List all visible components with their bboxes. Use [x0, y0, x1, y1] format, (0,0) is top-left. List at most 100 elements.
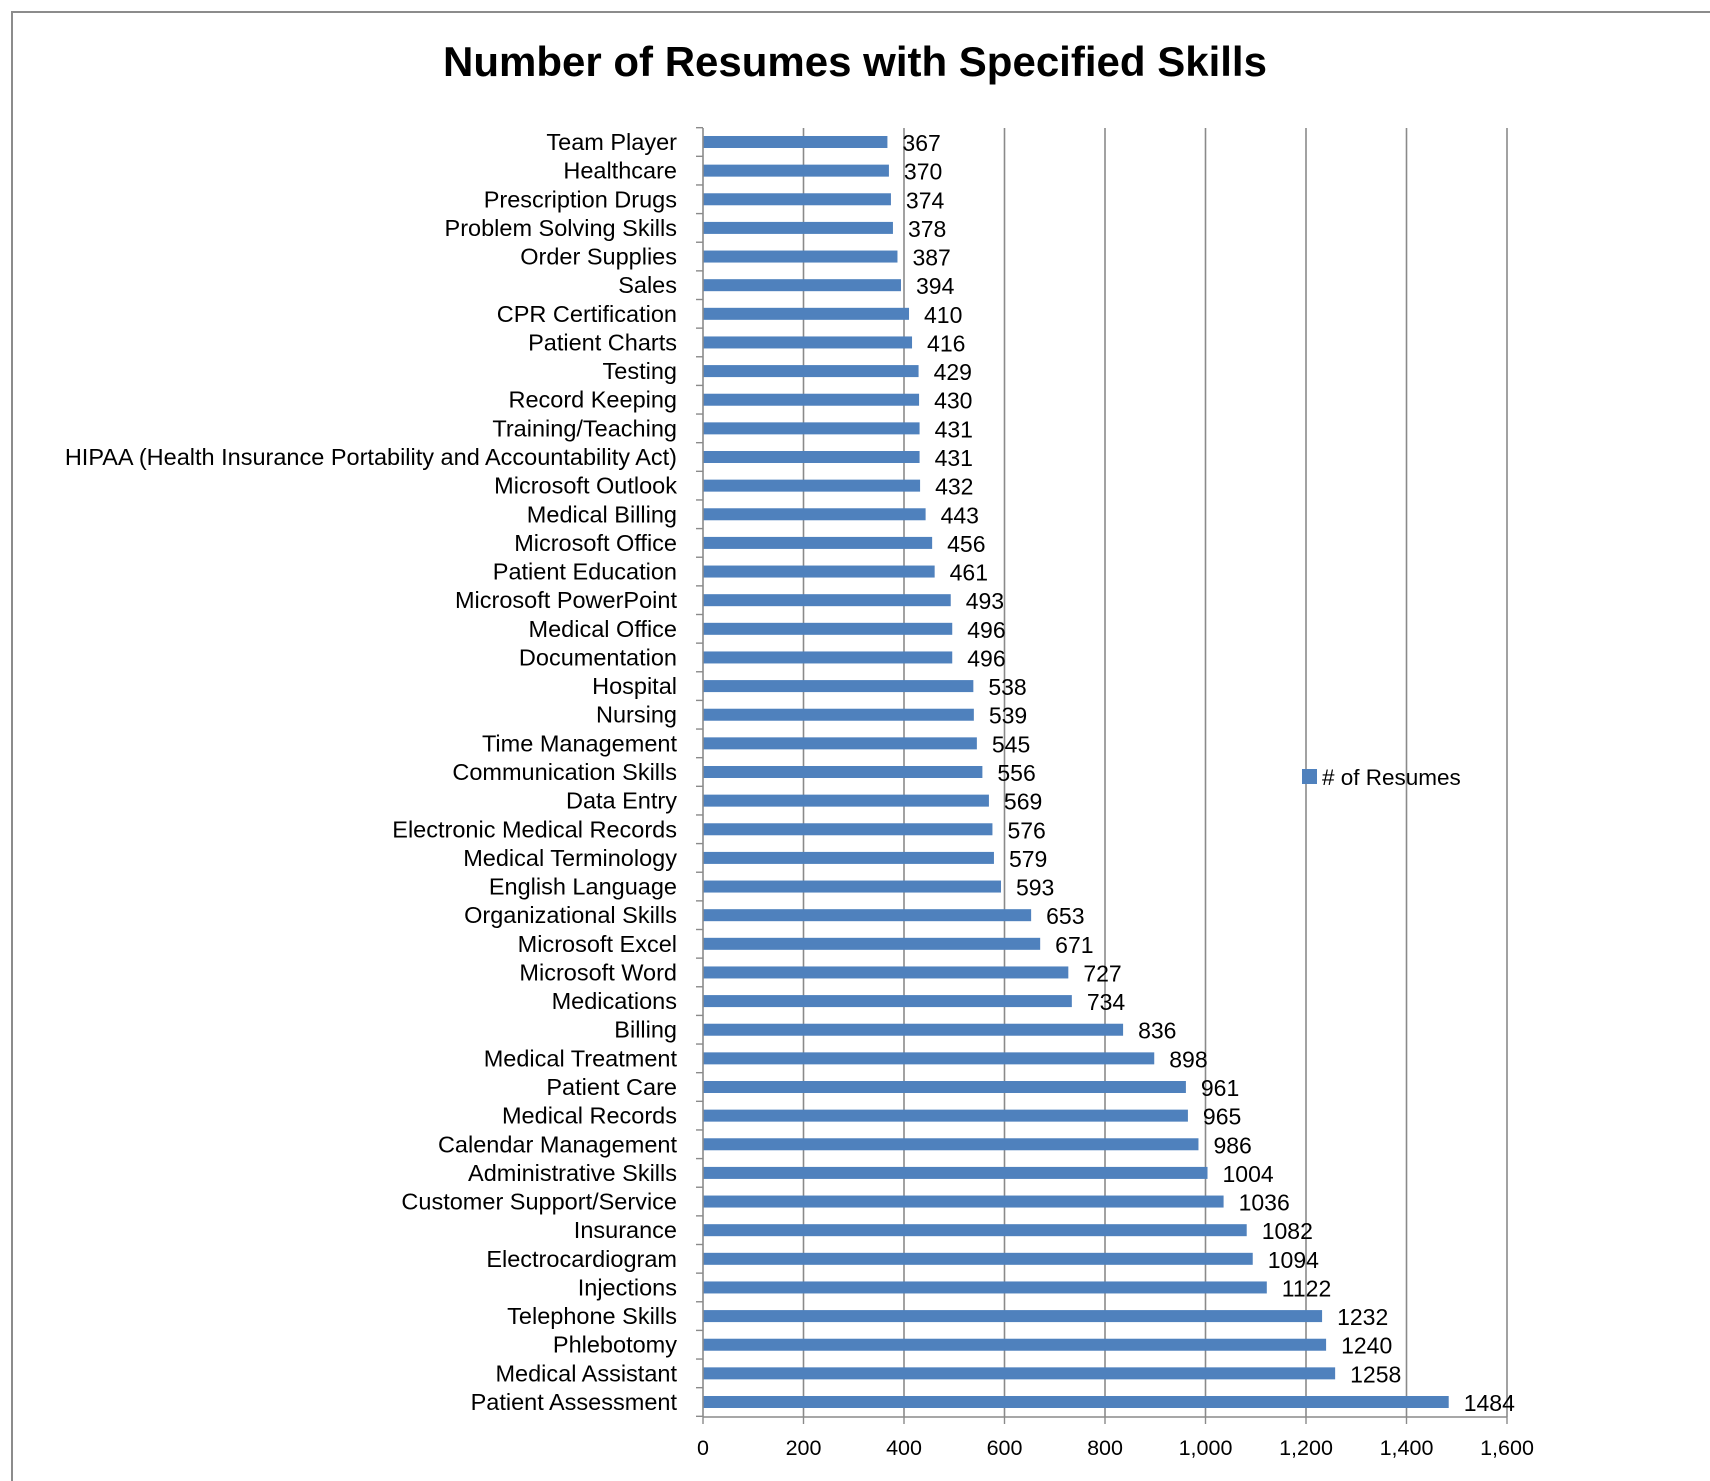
- data-label: 653: [1046, 903, 1084, 929]
- chart-title: Number of Resumes with Specified Skills: [443, 38, 1267, 85]
- category-label: Time Management: [482, 730, 678, 756]
- bar: [703, 1310, 1323, 1323]
- data-label: 431: [935, 445, 973, 471]
- category-label: Medications: [552, 988, 677, 1014]
- category-label: Billing: [614, 1017, 677, 1043]
- data-label: 671: [1055, 932, 1093, 958]
- x-tick-label: 400: [886, 1436, 922, 1459]
- data-label: 1004: [1223, 1161, 1274, 1187]
- bar: [703, 651, 953, 664]
- bar: [703, 1109, 1188, 1122]
- data-label: 367: [902, 130, 940, 156]
- bar: [703, 536, 933, 549]
- bar: [703, 1338, 1327, 1351]
- bar: [703, 937, 1041, 950]
- bar: [703, 794, 989, 807]
- category-label: Medical Office: [529, 616, 677, 642]
- data-label: 410: [924, 302, 962, 328]
- data-label: 456: [947, 531, 985, 557]
- data-label: 1232: [1337, 1304, 1388, 1330]
- bar: [703, 250, 898, 263]
- bar: [703, 365, 919, 378]
- category-label: Injections: [578, 1274, 677, 1300]
- bar: [703, 1195, 1224, 1208]
- bar: [703, 1081, 1186, 1093]
- data-label: 1094: [1268, 1247, 1319, 1273]
- data-label: 734: [1087, 989, 1126, 1015]
- legend-swatch: [1302, 769, 1317, 784]
- bar: [703, 851, 994, 864]
- x-tick-label: 1,400: [1380, 1436, 1434, 1459]
- category-label: Medical Billing: [527, 501, 677, 527]
- bar: [703, 880, 1001, 893]
- category-label: Healthcare: [563, 158, 677, 184]
- category-label: Sales: [618, 272, 677, 298]
- category-label: Administrative Skills: [468, 1160, 677, 1186]
- category-label: Patient Charts: [528, 329, 677, 355]
- category-label: Medical Records: [502, 1103, 677, 1129]
- data-label: 1484: [1464, 1390, 1515, 1416]
- bar: [703, 909, 1032, 922]
- category-label: Data Entry: [566, 788, 677, 814]
- data-label: 593: [1016, 875, 1054, 901]
- category-label: Testing: [603, 358, 677, 384]
- data-label: 579: [1009, 846, 1047, 872]
- bar: [703, 136, 888, 148]
- bar: [703, 193, 891, 206]
- bar: [703, 479, 921, 492]
- data-label: 496: [967, 617, 1005, 643]
- bar: [703, 508, 926, 521]
- bar: [703, 1367, 1336, 1380]
- bar: [703, 995, 1072, 1008]
- category-label: Microsoft Word: [519, 959, 677, 985]
- data-label: 430: [934, 388, 972, 414]
- legend: # of Resumes: [1302, 765, 1461, 790]
- data-label: 1122: [1282, 1275, 1331, 1301]
- category-label: Medical Treatment: [484, 1045, 678, 1071]
- category-label: Communication Skills: [452, 759, 677, 785]
- data-label: 836: [1138, 1018, 1176, 1044]
- data-label: 374: [906, 187, 945, 213]
- category-label: Medical Terminology: [463, 845, 677, 871]
- bar: [703, 594, 951, 607]
- data-label: 432: [935, 474, 973, 500]
- bar: [703, 1052, 1155, 1065]
- bar: [703, 680, 974, 693]
- data-label: 965: [1203, 1104, 1241, 1130]
- bar: [703, 766, 983, 778]
- category-label: Training/Teaching: [492, 415, 677, 441]
- bar: [703, 422, 920, 435]
- data-label: 378: [908, 216, 946, 242]
- category-label: Electrocardiogram: [486, 1246, 677, 1272]
- category-label: Prescription Drugs: [484, 186, 677, 212]
- bar: [703, 708, 974, 721]
- data-label: 387: [912, 245, 950, 271]
- x-tick-label: 800: [1087, 1436, 1123, 1459]
- x-tick-label: 1,000: [1179, 1436, 1233, 1459]
- data-label: 961: [1201, 1075, 1239, 1101]
- category-label: English Language: [489, 874, 677, 900]
- labels: Team Player 367 Healthcare 370 Prescription …: [65, 129, 1534, 1459]
- axes: [696, 126, 1508, 1424]
- data-label: 1258: [1350, 1361, 1401, 1387]
- category-label: Phlebotomy: [553, 1332, 677, 1358]
- category-label: Patient Care: [546, 1074, 677, 1100]
- data-label: 569: [1004, 789, 1042, 815]
- category-label: Calendar Management: [438, 1131, 678, 1157]
- category-label: Microsoft Excel: [518, 931, 677, 957]
- category-label: Medical Assistant: [495, 1360, 677, 1386]
- bars: [703, 136, 1449, 1408]
- data-label: 1240: [1341, 1333, 1392, 1359]
- category-label: Record Keeping: [508, 387, 677, 413]
- data-label: 370: [904, 159, 942, 185]
- data-label: 898: [1169, 1046, 1207, 1072]
- category-label: Hospital: [592, 673, 677, 699]
- category-label: CPR Certification: [497, 301, 677, 327]
- bar: [703, 823, 993, 836]
- bar: [703, 1023, 1124, 1036]
- category-label: Insurance: [574, 1217, 677, 1243]
- data-label: 545: [992, 731, 1030, 757]
- data-label: 538: [988, 674, 1026, 700]
- category-label: Problem Solving Skills: [445, 215, 677, 241]
- data-label: 443: [941, 502, 979, 528]
